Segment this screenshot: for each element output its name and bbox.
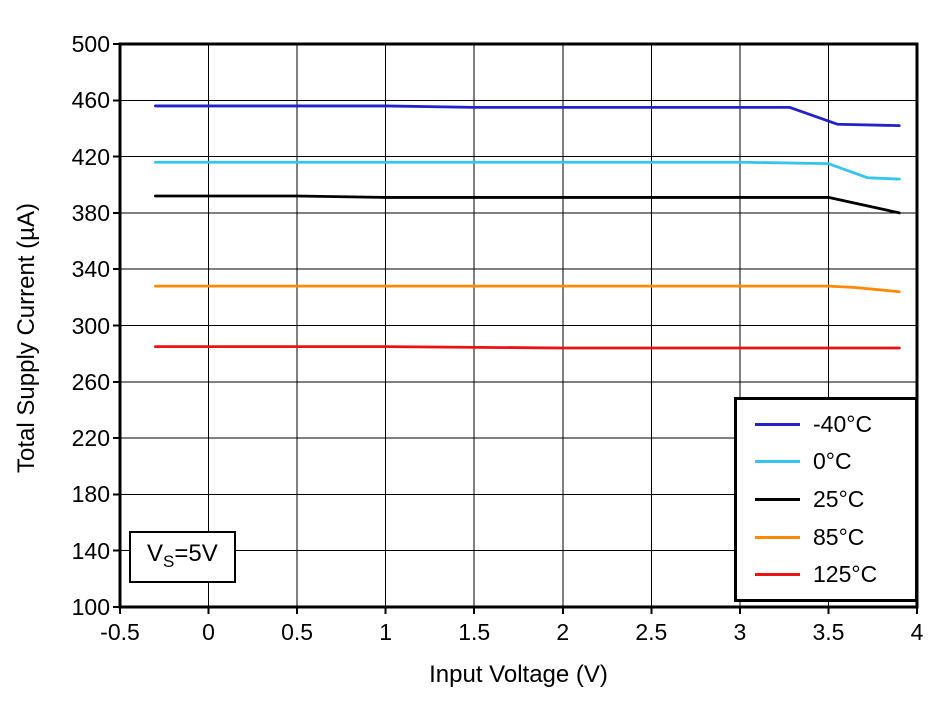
legend-swatch xyxy=(755,497,800,501)
y-tick-label: 100 xyxy=(71,594,110,620)
legend-label: 25°C xyxy=(813,485,865,512)
annotation-suffix: =5V xyxy=(174,540,218,567)
x-tick-label: 2.5 xyxy=(635,619,668,645)
y-tick-label: 140 xyxy=(71,537,110,564)
x-tick-label: 2 xyxy=(556,619,570,645)
legend-swatch xyxy=(755,422,800,426)
legend-label: 85°C xyxy=(813,523,865,550)
x-tick-label: 3 xyxy=(733,619,747,645)
x-tick-label: 3.5 xyxy=(812,619,845,645)
legend-item: 25°C xyxy=(755,486,915,513)
legend-swatch xyxy=(755,535,800,539)
legend-item: 125°C xyxy=(755,561,915,588)
series-line-5 xyxy=(154,345,901,350)
annotation-subscript: S xyxy=(163,551,175,571)
series-line-4 xyxy=(154,284,901,294)
x-tick-label: 0.5 xyxy=(281,619,314,645)
y-tick-label: 260 xyxy=(71,368,110,395)
series-line-2 xyxy=(154,160,901,181)
condition-annotation: VS=5V xyxy=(129,531,236,583)
legend-item: 85°C xyxy=(755,524,915,551)
plot-border xyxy=(118,42,919,609)
y-tick-label: 380 xyxy=(71,199,110,226)
y-tick-label: 300 xyxy=(71,312,110,339)
series-line-3 xyxy=(154,194,901,215)
legend-label: -40°C xyxy=(813,410,873,437)
annotation-prefix: V xyxy=(147,540,164,567)
y-tick-label: 180 xyxy=(71,481,110,508)
legend-item: -40°C xyxy=(755,411,915,438)
legend: -40°C 0°C 25°C 85°C 125°C xyxy=(734,397,918,602)
y-tick-label: 340 xyxy=(71,256,110,283)
x-tick-label: 0 xyxy=(202,619,215,645)
legend-label: 125°C xyxy=(813,561,878,588)
y-tick-label: 460 xyxy=(71,87,110,114)
x-tick-label: -0.5 xyxy=(100,619,140,645)
legend-label: 0°C xyxy=(813,448,852,475)
x-tick-label: 4 xyxy=(910,619,924,645)
legend-swatch xyxy=(755,460,800,464)
x-axis-title: Input Voltage (V) xyxy=(429,661,608,688)
legend-item: 0°C xyxy=(755,448,915,475)
y-tick-label: 420 xyxy=(71,143,110,170)
y-tick-label: 220 xyxy=(71,425,110,452)
x-tick-label: 1.5 xyxy=(458,619,491,645)
y-tick-label: 500 xyxy=(71,31,110,57)
series-line-1 xyxy=(154,104,901,128)
x-tick-label: 1 xyxy=(379,619,393,645)
legend-swatch xyxy=(755,573,800,577)
